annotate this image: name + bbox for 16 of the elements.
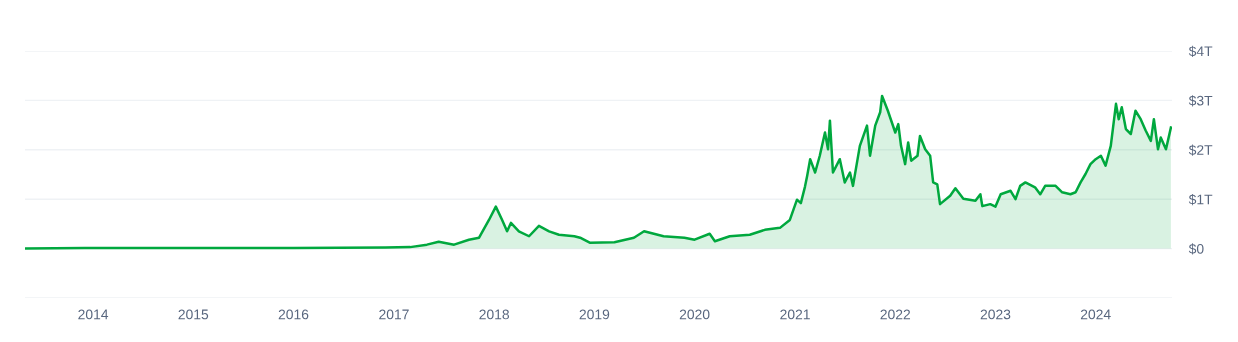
x-tick-label: 2022 <box>880 309 911 320</box>
x-tick-label: 2017 <box>379 309 409 320</box>
x-tick-label: 2021 <box>780 309 810 320</box>
y-tick-label: $1T <box>1188 193 1213 206</box>
x-tick-label: 2019 <box>579 309 610 320</box>
y-tick-label: $3T <box>1188 95 1213 107</box>
x-tick-label: 2020 <box>679 309 710 320</box>
y-tick-label: $0 <box>1188 243 1204 255</box>
x-tick-label: 2024 <box>1080 309 1111 320</box>
x-tick-label: 2016 <box>278 309 309 320</box>
y-tick-label: $4T <box>1188 45 1213 57</box>
x-tick-label: 2018 <box>479 309 510 320</box>
x-tick-label: 2015 <box>178 309 209 320</box>
x-tick-label: 2023 <box>980 309 1011 320</box>
y-tick-label: $2T <box>1188 144 1213 156</box>
x-tick-label: 2014 <box>78 309 109 320</box>
